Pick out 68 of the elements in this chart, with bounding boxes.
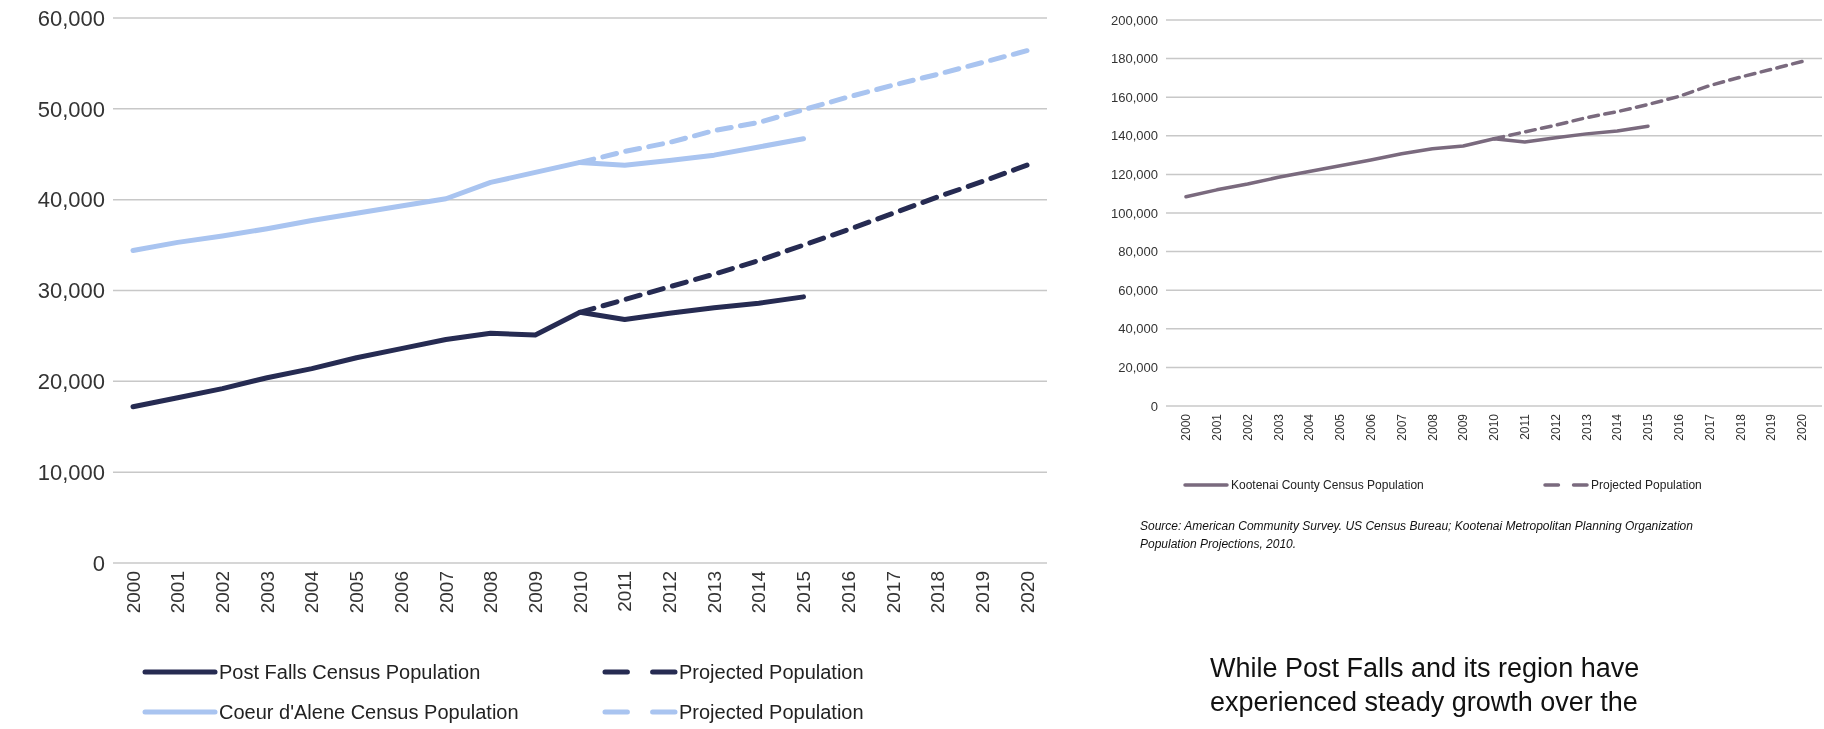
legend-label: Coeur d'Alene Census Population	[219, 701, 519, 723]
source-note: Source: American Community Survey. US Census Bureau; Kootenai Metropolitan Planning Organization Population Projections, 2010.	[1140, 519, 1694, 551]
y-tick-label: 160,000	[1111, 89, 1158, 105]
x-tick-label: 2014	[748, 570, 770, 614]
legend-label: Kootenai County Census Population	[1231, 478, 1424, 493]
x-tick-label: 2016	[1672, 413, 1686, 441]
y-tick-label: 80,000	[1118, 244, 1158, 260]
y-tick-label: 200,000	[1111, 12, 1158, 28]
x-tick-label: 2015	[1641, 413, 1656, 441]
x-tick-label: 2003	[1271, 413, 1286, 441]
x-tick-label: 2002	[1240, 413, 1255, 441]
legend-label: Projected Population	[679, 661, 864, 683]
x-tick-label: 2011	[1518, 413, 1532, 440]
y-tick-label: 0	[1150, 398, 1158, 414]
x-tick-label: 2001	[167, 571, 189, 614]
x-tick-label: 2006	[390, 571, 412, 614]
legend-label: Projected Population	[1591, 478, 1702, 493]
x-tick-label: 2005	[1333, 413, 1348, 441]
y-tick-label: 10,000	[37, 459, 105, 485]
y-tick-label: 60,000	[1118, 282, 1158, 298]
x-tick-label: 2006	[1364, 413, 1378, 441]
x-tick-label: 2019	[1764, 413, 1779, 441]
x-tick-label: 2018	[1733, 413, 1748, 441]
x-tick-label: 2013	[1579, 413, 1594, 441]
x-tick-label: 2009	[524, 571, 546, 614]
x-tick-label: 2017	[1702, 413, 1717, 441]
y-tick-label: 60,000	[37, 5, 105, 31]
x-tick-label: 2019	[971, 571, 993, 614]
x-tick-label: 2009	[1456, 413, 1471, 441]
x-tick-label: 2018	[927, 571, 949, 614]
x-tick-label: 2007	[435, 571, 457, 614]
y-tick-label: 40,000	[1118, 321, 1158, 337]
x-tick-label: 2012	[1548, 413, 1563, 441]
x-tick-label: 2000	[122, 571, 144, 614]
x-tick-label: 2012	[659, 571, 681, 614]
y-tick-label: 20,000	[1118, 359, 1158, 375]
x-tick-label: 2001	[1210, 413, 1224, 441]
legend-label: Projected Population	[679, 701, 864, 723]
x-tick-label: 2015	[793, 571, 815, 614]
x-tick-label: 2008	[1425, 413, 1440, 441]
x-tick-label: 2004	[301, 570, 323, 614]
x-tick-label: 2000	[1179, 413, 1194, 441]
y-tick-label: 100,000	[1111, 205, 1158, 221]
y-tick-label: 20,000	[37, 369, 105, 395]
text: While Post Falls and its region have experienced steady growth over the	[1210, 653, 1640, 717]
x-tick-label: 2013	[703, 571, 725, 614]
y-tick-label: 50,000	[37, 96, 105, 122]
x-tick-label: 2007	[1394, 413, 1409, 441]
x-tick-label: 2010	[1487, 413, 1502, 441]
legend-label: Post Falls Census Population	[219, 661, 481, 683]
y-tick-label: 120,000	[1111, 166, 1158, 182]
x-tick-label: 2005	[346, 571, 368, 614]
y-tick-label: 30,000	[37, 278, 105, 304]
y-tick-label: 40,000	[37, 187, 105, 213]
x-tick-label: 2020	[1016, 571, 1038, 614]
x-tick-label: 2014	[1610, 413, 1625, 441]
x-tick-label: 2003	[256, 571, 278, 614]
y-tick-label: 180,000	[1111, 51, 1158, 67]
x-tick-label: 2008	[480, 571, 502, 614]
x-tick-label: 2004	[1302, 413, 1317, 441]
x-tick-label: 2017	[882, 571, 904, 614]
y-tick-label: 140,000	[1111, 128, 1158, 144]
x-tick-label: 2010	[569, 571, 591, 614]
x-tick-label: 2011	[614, 571, 636, 612]
x-tick-label: 2002	[212, 571, 234, 614]
x-tick-label: 2016	[837, 571, 859, 614]
x-tick-label: 2020	[1795, 413, 1810, 441]
y-tick-label: 0	[92, 550, 105, 576]
